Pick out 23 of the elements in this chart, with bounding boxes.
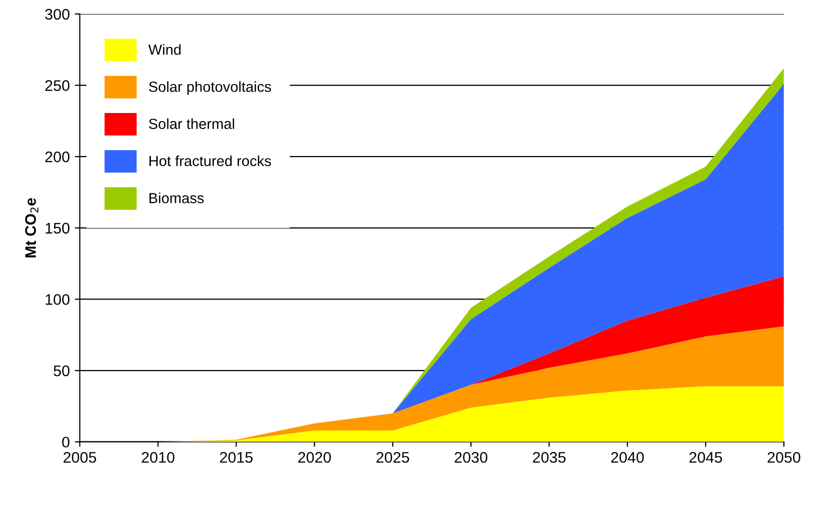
x-tick-label: 2015 bbox=[220, 452, 253, 463]
y-tick-label: 0 bbox=[62, 436, 70, 448]
x-tick-label: 2025 bbox=[376, 452, 410, 463]
x-tick-label: 2005 bbox=[64, 452, 96, 463]
x-tick-label: 2030 bbox=[454, 452, 488, 463]
y-tick-label: 250 bbox=[45, 80, 70, 91]
legend-label: Biomass bbox=[150, 192, 204, 204]
y-tick-label: 150 bbox=[46, 222, 70, 234]
x-tick-label: 2040 bbox=[611, 452, 644, 463]
y-tick-label: 50 bbox=[54, 365, 70, 376]
y-tick-label: 100 bbox=[46, 294, 70, 305]
x-tick-label: 2035 bbox=[532, 452, 566, 463]
x-tick-label: 2050 bbox=[768, 452, 800, 463]
y-axis-title: Mt CO$_{2}$e bbox=[25, 198, 38, 258]
x-tick-label: 2010 bbox=[142, 452, 174, 463]
legend-label: Hot fractured rocks bbox=[150, 155, 271, 166]
y-tick-label: 200 bbox=[45, 151, 70, 162]
y-tick-label: 300 bbox=[45, 8, 70, 20]
legend-label: Solar photovoltaics bbox=[148, 81, 272, 95]
legend-label: Solar thermal bbox=[148, 118, 234, 130]
x-tick-label: 2020 bbox=[298, 452, 331, 463]
x-tick-label: 2045 bbox=[689, 452, 722, 463]
legend-label: Wind bbox=[148, 44, 181, 55]
